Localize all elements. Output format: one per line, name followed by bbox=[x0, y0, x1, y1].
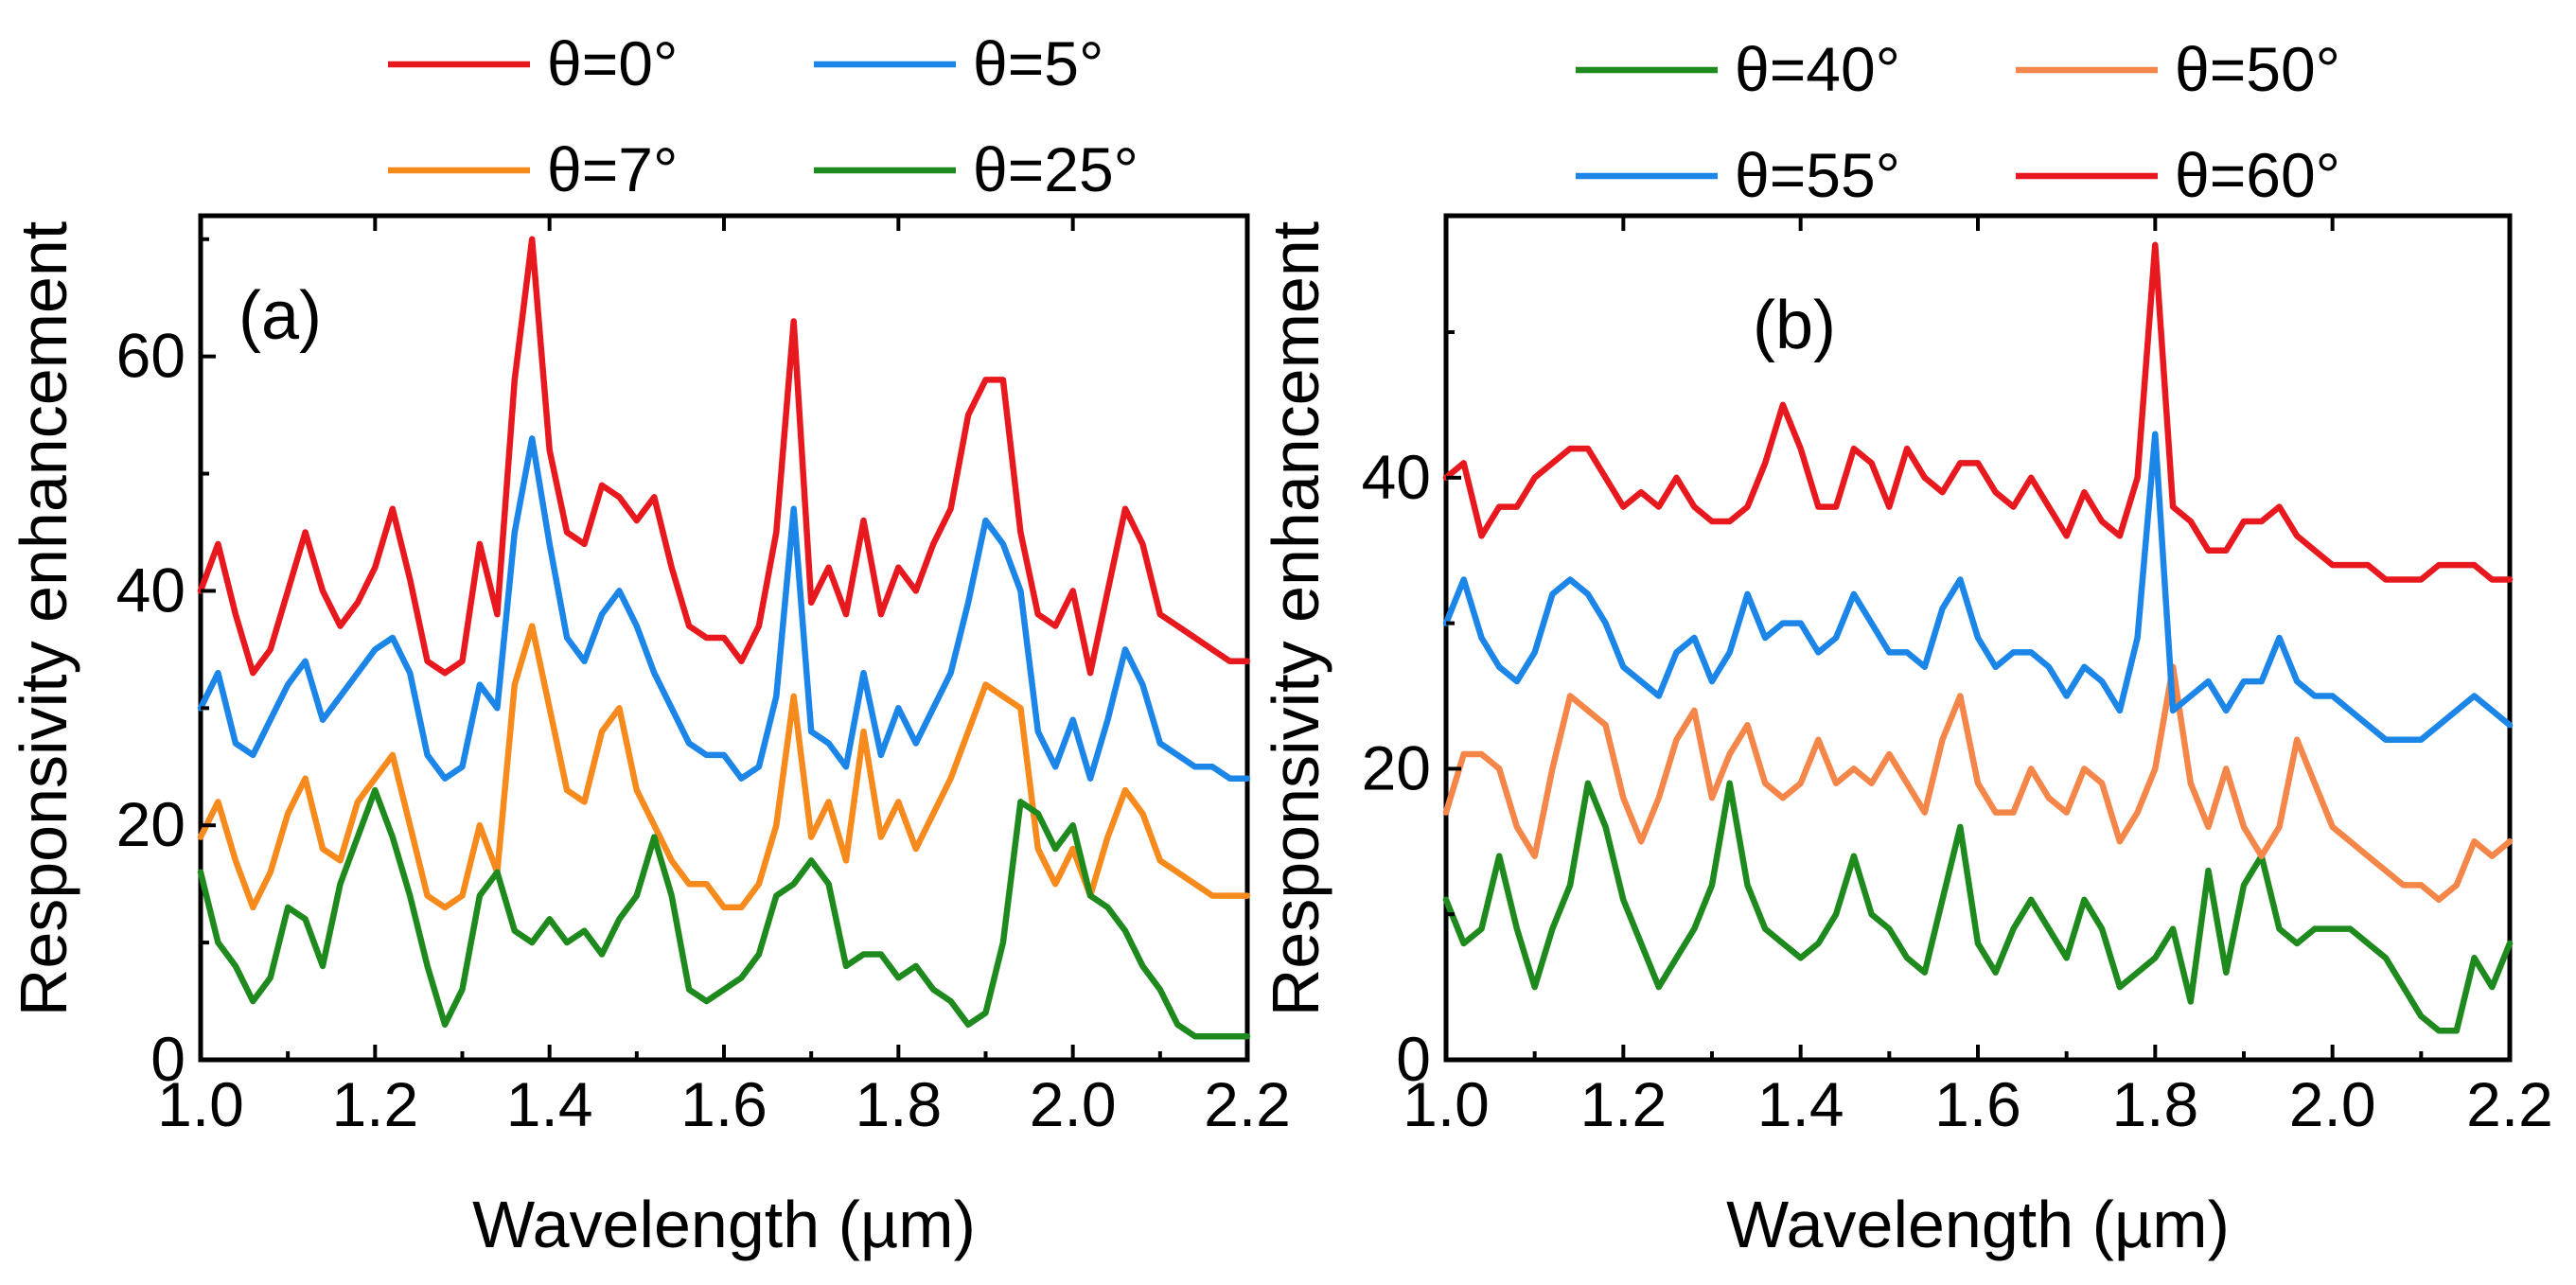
series-line-3 bbox=[197, 786, 1251, 1040]
legend-label: θ=55° bbox=[1735, 140, 1900, 210]
legend-entry: θ=50° bbox=[2016, 34, 2340, 104]
legend-entry: θ=40° bbox=[1576, 34, 1900, 104]
x-tick-label: 1.0 bbox=[1403, 1069, 1490, 1139]
x-tick-label: 1.6 bbox=[680, 1069, 768, 1139]
x-tick-label: 1.0 bbox=[157, 1069, 244, 1139]
y-tick-label: 0 bbox=[150, 1024, 185, 1094]
series-line-2 bbox=[197, 623, 1251, 911]
legend-entry: θ=25° bbox=[814, 134, 1138, 204]
y-tick-label: 60 bbox=[116, 321, 185, 391]
legend-label: θ=60° bbox=[2175, 140, 2340, 210]
y-tick-label: 40 bbox=[116, 554, 185, 625]
x-tick-label: 1.4 bbox=[506, 1069, 593, 1139]
y-tick-label: 20 bbox=[116, 789, 185, 859]
x-tick-label: 2.2 bbox=[1204, 1069, 1291, 1139]
y-axis-title: Responsivity enhancement bbox=[1259, 221, 1332, 1016]
panel-label: (a) bbox=[238, 278, 322, 354]
x-axis-title: Wavelength (µm) bbox=[472, 1188, 976, 1261]
x-axis-title: Wavelength (µm) bbox=[1726, 1188, 2230, 1261]
x-tick-label: 1.2 bbox=[331, 1069, 418, 1139]
panel-b: 1.0 1.2 1.4 1.6 1.8 2.0 2.2 0 20 40 Wavelength (µm… bbox=[1259, 34, 2553, 1261]
series-line-0 bbox=[197, 236, 1251, 677]
legend-entry: θ=5° bbox=[814, 28, 1103, 98]
legend: θ=40° θ=50° θ=55° θ=60° bbox=[1576, 34, 2340, 210]
legend-label: θ=25° bbox=[973, 134, 1138, 204]
legend-entry: θ=60° bbox=[2016, 140, 2340, 210]
x-tick-label: 1.4 bbox=[1757, 1069, 1844, 1139]
x-tick-label: 1.8 bbox=[2111, 1069, 2198, 1139]
x-tick-label: 2.0 bbox=[1030, 1069, 1117, 1139]
legend-label: θ=0° bbox=[547, 28, 678, 98]
y-tick-label: 0 bbox=[1396, 1024, 1431, 1094]
legend-entry: θ=55° bbox=[1576, 140, 1900, 210]
legend-entry: θ=0° bbox=[388, 28, 678, 98]
series-group bbox=[1442, 241, 2514, 1034]
panel-a: 1.0 1.2 1.4 1.6 1.8 2.0 2.2 0 20 40 60 Wavelength (… bbox=[7, 28, 1291, 1261]
legend: θ=0° θ=5° θ=7° θ=25° bbox=[388, 28, 1138, 204]
x-tick-label: 2.0 bbox=[2289, 1069, 2376, 1139]
x-tick-label: 1.2 bbox=[1579, 1069, 1667, 1139]
x-tick-label: 2.2 bbox=[2466, 1069, 2553, 1139]
legend-label: θ=5° bbox=[973, 28, 1103, 98]
legend-label: θ=50° bbox=[2175, 34, 2340, 104]
series-line-1 bbox=[1442, 663, 2514, 904]
series-line-1 bbox=[197, 435, 1251, 782]
legend-entry: θ=7° bbox=[388, 134, 678, 204]
x-tick-label: 1.6 bbox=[1934, 1069, 2021, 1139]
x-tick-label: 1.8 bbox=[855, 1069, 942, 1139]
series-line-3 bbox=[1442, 241, 2514, 583]
y-axis-title: Responsivity enhancement bbox=[7, 221, 80, 1016]
y-tick-label: 40 bbox=[1362, 442, 1431, 512]
y-tick-label: 20 bbox=[1362, 732, 1431, 802]
legend-label: θ=7° bbox=[547, 134, 678, 204]
panel-label: (b) bbox=[1753, 288, 1836, 363]
series-line-2 bbox=[1442, 431, 2514, 743]
legend-label: θ=40° bbox=[1735, 34, 1900, 104]
series-group bbox=[197, 236, 1251, 1040]
series-line-0 bbox=[1442, 780, 2514, 1034]
